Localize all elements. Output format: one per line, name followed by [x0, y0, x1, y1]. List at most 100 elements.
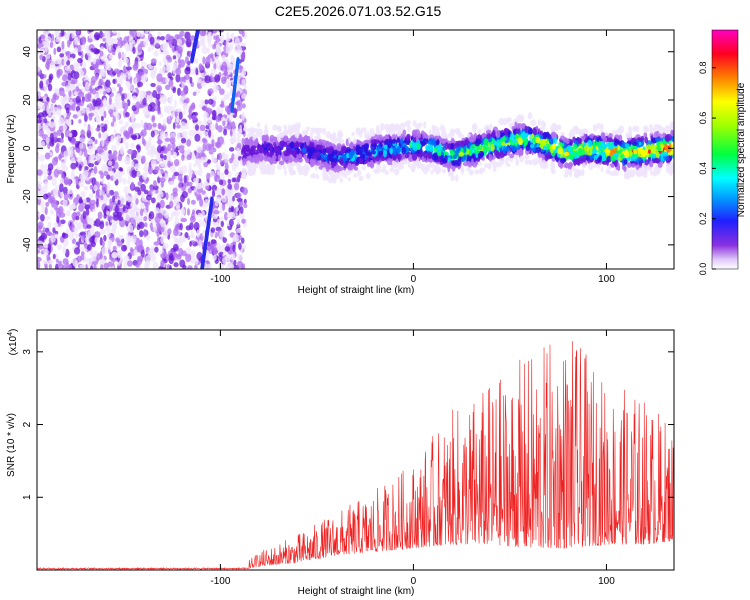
spectral-point — [67, 146, 74, 152]
spectral-point — [152, 261, 159, 269]
spectral-point — [136, 152, 141, 161]
spectral-point — [157, 87, 161, 96]
spectral-point — [460, 147, 464, 153]
spectral-point — [91, 88, 97, 95]
spectral-point — [136, 123, 141, 129]
spectral-point — [523, 154, 530, 160]
spectral-point — [169, 200, 174, 209]
spectral-point — [342, 153, 346, 159]
spectral-point — [215, 115, 221, 123]
spectral-point — [196, 78, 202, 84]
spectral-point — [84, 236, 92, 244]
spectral-point — [150, 130, 155, 138]
spectral-point — [44, 265, 48, 269]
spectral-point — [182, 102, 189, 111]
spectral-point — [196, 229, 200, 238]
spectral-point — [229, 130, 233, 137]
spectral-point — [149, 222, 153, 230]
spectral-point — [71, 202, 76, 208]
spectral-point — [527, 112, 533, 120]
spectral-point — [83, 159, 88, 166]
spectral-point — [205, 56, 211, 65]
spectral-point — [194, 170, 199, 176]
spectral-point — [54, 221, 59, 230]
spectral-point — [161, 146, 165, 152]
spectral-point — [193, 177, 200, 183]
spectral-point — [118, 78, 123, 86]
spectral-point — [302, 169, 308, 177]
spectral-point — [110, 136, 114, 143]
spectral-point — [98, 80, 103, 88]
spectral-point — [498, 117, 505, 126]
spectral-point — [341, 170, 346, 178]
spectral-point — [229, 253, 236, 261]
spectral-point — [116, 240, 123, 247]
spectral-point — [106, 185, 110, 194]
spectral-point — [150, 70, 157, 76]
spectral-point — [37, 180, 42, 190]
spectral-point — [75, 216, 80, 221]
spectral-point — [636, 146, 643, 154]
spectral-point — [67, 39, 71, 48]
spectral-point — [65, 228, 70, 235]
spectral-point — [452, 154, 457, 160]
spectral-point — [140, 249, 145, 258]
spectral-point — [200, 156, 205, 164]
spectral-point — [235, 43, 239, 48]
spectral-point — [186, 181, 193, 186]
spectral-point — [315, 173, 319, 180]
spectral-point — [343, 162, 347, 169]
spectral-point — [159, 177, 166, 183]
spectral-point — [184, 232, 189, 239]
spectral-point — [628, 126, 633, 134]
spectral-point — [61, 132, 64, 140]
spectral-point — [430, 169, 434, 175]
spectral-point — [88, 30, 94, 33]
spectral-point — [159, 112, 164, 118]
spectral-point — [180, 207, 186, 216]
spectral-point — [157, 122, 162, 130]
spectral-point — [76, 67, 83, 73]
spectral-point — [37, 153, 40, 162]
spectral-point — [533, 128, 537, 135]
spectral-point — [398, 164, 402, 171]
spectral-point — [142, 97, 147, 106]
spectral-point — [164, 137, 171, 142]
spectral-point — [166, 150, 172, 159]
spectral-point — [229, 157, 233, 164]
spectral-point — [73, 47, 78, 53]
spectral-point — [207, 116, 213, 124]
spectral-point — [429, 134, 435, 139]
spectral-point — [305, 126, 311, 131]
spectral-point — [170, 132, 176, 139]
spectral-point — [37, 261, 41, 269]
spectral-point — [92, 99, 97, 107]
spectral-point — [139, 131, 144, 137]
spectral-point — [46, 62, 50, 71]
spectral-point — [89, 84, 93, 92]
spectral-point — [46, 96, 50, 102]
spectral-point — [543, 121, 547, 128]
spectral-point — [188, 167, 193, 176]
spectral-point — [143, 167, 147, 172]
spectral-point — [80, 190, 86, 198]
spectral-point — [320, 139, 327, 146]
spectral-point — [450, 175, 455, 182]
spectral-point — [184, 122, 189, 130]
spectral-point — [221, 152, 225, 158]
spectral-point — [152, 180, 157, 187]
spectral-point — [550, 161, 555, 168]
spectral-point — [573, 151, 577, 157]
spectral-point — [37, 140, 42, 148]
spectral-point — [140, 183, 147, 192]
spectral-point — [227, 178, 232, 184]
spectral-point — [125, 57, 129, 64]
spectral-point — [477, 129, 482, 134]
spectral-point — [53, 201, 58, 211]
spectral-point — [212, 96, 217, 101]
spectral-point — [181, 190, 188, 199]
spectral-point — [170, 112, 175, 118]
spectral-point — [537, 153, 543, 158]
spectral-point — [187, 266, 192, 269]
spectral-point — [58, 206, 64, 214]
